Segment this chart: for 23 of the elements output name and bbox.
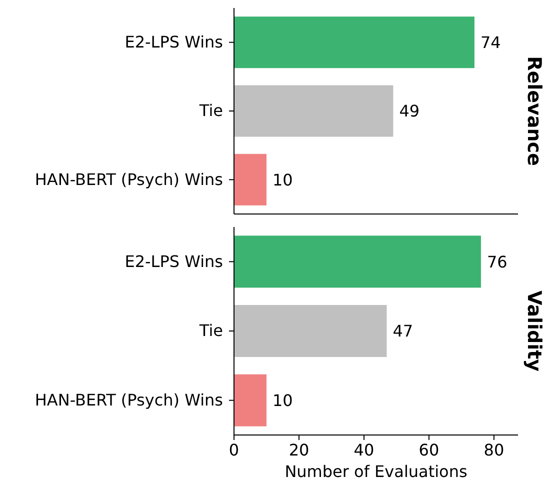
bar: [234, 374, 266, 426]
x-tick-label: 0: [228, 440, 240, 460]
x-tick-label: 80: [484, 440, 504, 460]
data-label: 10: [272, 170, 293, 190]
y-tick-label: E2-LPS Wins: [124, 32, 223, 52]
y-tick-label: Tie: [198, 101, 223, 120]
x-tick-label: 60: [418, 440, 440, 460]
x-tick-label: 20: [288, 440, 310, 460]
text: Validity: [522, 290, 545, 372]
y-tick-label: E2-LPS Wins: [124, 252, 223, 271]
x-axis-title: Number of Evaluations: [284, 462, 468, 481]
y-tick-label: Tie: [198, 321, 223, 340]
data-label: 76: [486, 252, 508, 272]
data-label: 47: [392, 322, 414, 341]
bar: [234, 305, 387, 357]
text: Relevance: [522, 56, 545, 166]
data-label: 74: [480, 32, 501, 52]
x-tick-label: 40: [354, 440, 374, 460]
bar: [234, 236, 481, 288]
data-label: 49: [399, 102, 420, 121]
y-tick-label: HAN-BERT (Psych) Wins: [34, 390, 223, 410]
y-tick-label: HAN-BERT (Psych) Wins: [34, 170, 223, 189]
data-label: 10: [272, 390, 293, 410]
